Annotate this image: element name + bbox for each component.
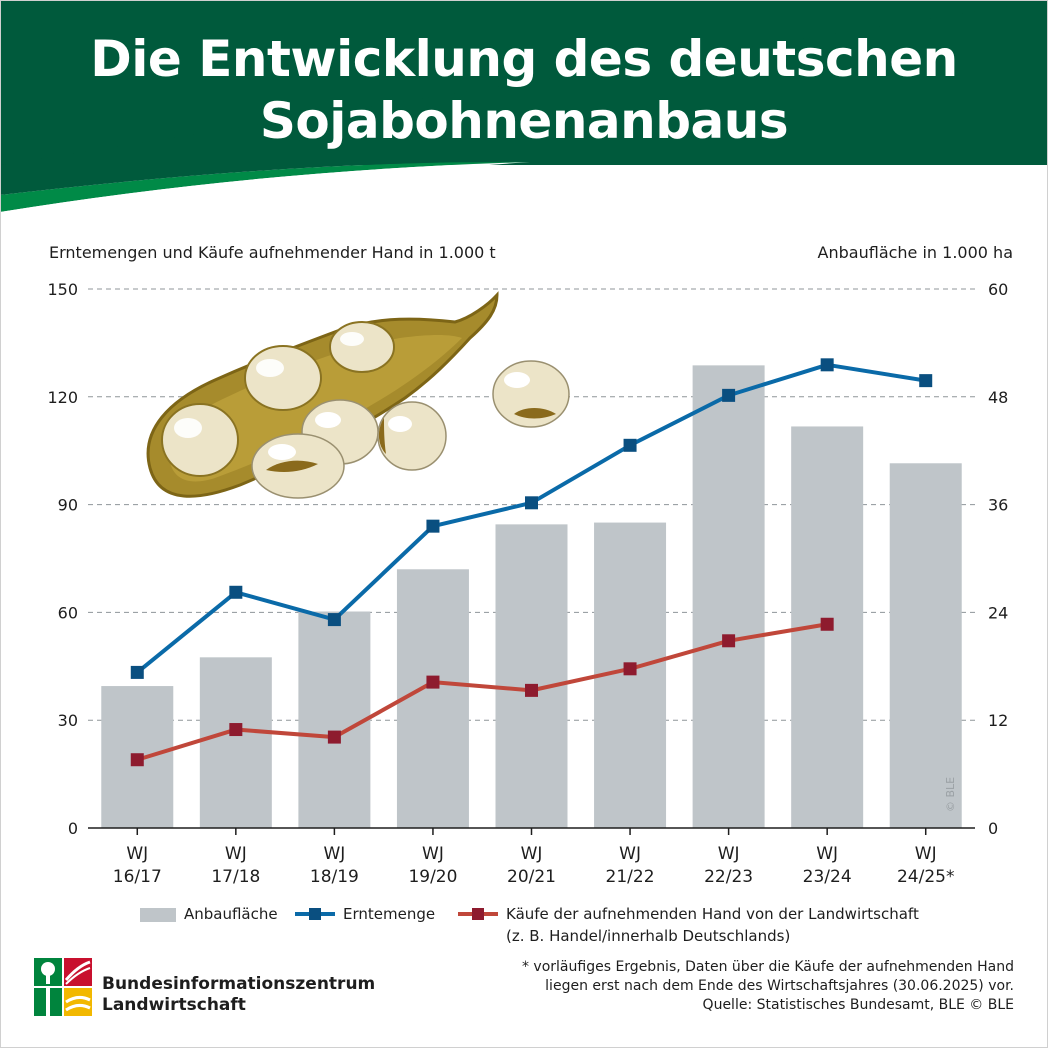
legend: Anbaufläche Erntemenge Käufe der aufnehm… [140,903,940,949]
point-erntemenge [623,438,637,452]
legend-swatch-bar [140,908,176,922]
y-left-tick-label: 60 [58,603,78,622]
bar-anbauflaeche [396,569,469,828]
y-left-tick-label: 30 [58,711,78,730]
x-tick-label: WJ 16/17 [113,844,162,887]
y-right-tick-label: 36 [988,496,1008,515]
point-erntemenge [229,585,243,599]
x-tick-label: WJ 20/21 [507,844,556,887]
point-kaeufe [525,683,538,697]
bar-anbauflaeche [199,657,272,828]
bar-anbauflaeche [889,463,962,828]
page-title: Die Entwicklung des deutschen Sojabohnen… [0,28,1048,152]
point-kaeufe [722,634,736,648]
point-kaeufe [130,753,144,767]
header-background [0,0,1048,228]
left-axis-title: Erntemengen und Käufe aufnehmender Hand … [49,243,496,262]
point-kaeufe [820,617,834,631]
legend-label-kaeufe: Käufe der aufnehmenden Hand von der Land… [506,905,919,923]
source-line: Quelle: Statistisches Bundesamt, BLE © B… [702,997,1014,1013]
page-title-line-1: Die Entwicklung des deutschen [90,30,958,88]
point-kaeufe [623,662,637,676]
point-erntemenge [426,519,440,533]
x-tick-label: WJ 17/18 [211,844,260,887]
point-erntemenge [525,496,538,510]
bzl-logo-line-2: Landwirtschaft [102,995,246,1015]
y-right-tick-label: 48 [988,388,1008,407]
line-layer [130,358,933,767]
y-right-tick-label: 60 [988,280,1008,299]
line-kaeufe [136,622,828,762]
copyright-vertical: © BLE [944,776,957,812]
bzl-logo-icon [34,958,92,1016]
y-right-tick-label: 0 [988,819,998,838]
point-erntemenge [919,374,933,388]
point-kaeufe [426,675,440,689]
header-banner: Die Entwicklung des deutschen Sojabohnen… [0,0,1048,250]
y-left-tick-label: 120 [47,388,78,407]
chart: 0 0 30 12 60 24 90 36 120 48 150 60 WJ 16/17 WJ 17/18 WJ… [47,280,1008,887]
x-tick-label: WJ 21/22 [606,844,655,887]
bzl-logo-line-1: Bundesinformationszentrum [102,974,376,994]
point-erntemenge [722,388,736,402]
point-erntemenge [820,358,834,372]
soybean-pod-icon [146,291,570,499]
bar-layer [101,365,962,828]
legend-label-erntemenge: Erntemenge [343,905,436,923]
footnote-line-1: * vorläufiges Ergebnis, Daten über die K… [521,959,1014,975]
footnote-line-2: liegen erst nach dem Ende des Wirtschaft… [545,978,1014,994]
legend-swatch-line-blue [295,908,335,920]
bar-anbauflaeche [298,611,371,828]
axis-layer: 0 0 30 12 60 24 90 36 120 48 150 60 WJ 16/17 WJ 17/18 WJ… [47,280,1008,887]
bzl-logo: Bundesinformationszentrum Landwirtschaft [34,958,375,1016]
y-left-tick-label: 150 [47,280,78,299]
legend-swatch-line-red [458,908,498,920]
y-left-tick-label: 90 [58,496,78,515]
legend-label-kaeufe-line-2: (z. B. Handel/innerhalb Deutschlands) [506,927,791,945]
page-title-line-2: Sojabohnenanbaus [259,92,789,150]
bzl-logo-text: Bundesinformationszentrum Landwirtschaft [102,974,375,1016]
y-right-tick-label: 24 [988,603,1008,622]
x-tick-label: WJ 19/20 [408,844,457,887]
x-tick-label: WJ 24/25* [897,844,955,887]
point-kaeufe [327,730,341,744]
point-erntemenge [327,613,341,627]
x-tick-label: WJ 22/23 [704,844,753,887]
x-tick-label: WJ 18/19 [310,844,359,887]
x-tick-label: WJ 23/24 [803,844,852,887]
right-axis-title: Anbaufläche in 1.000 ha [817,243,1013,262]
legend-label-anbauflaeche: Anbaufläche [184,905,278,923]
y-right-tick-label: 12 [988,711,1008,730]
bar-anbauflaeche [692,365,765,828]
point-kaeufe [229,723,243,737]
bar-anbauflaeche [495,524,568,828]
point-erntemenge [130,665,144,679]
footnote: * vorläufiges Ergebnis, Daten über die K… [474,958,1014,1015]
y-left-tick-label: 0 [68,819,78,838]
